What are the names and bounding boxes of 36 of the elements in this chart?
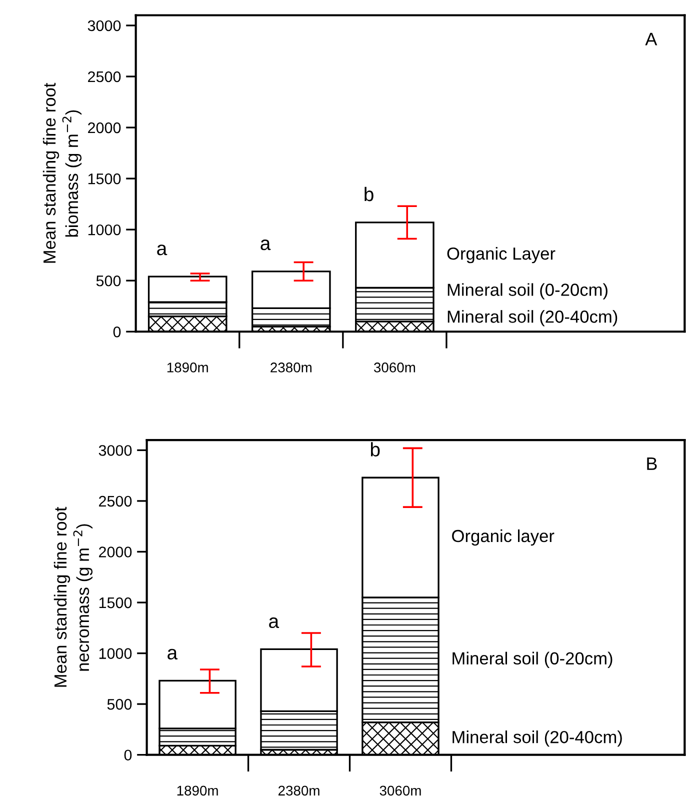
- text: A: [645, 32, 658, 46]
- annotation: b: [364, 186, 374, 202]
- y-tick-label: 2500: [88, 71, 121, 82]
- y-tick-label: 1500: [99, 597, 132, 608]
- y-tick-label: 0: [113, 326, 121, 338]
- x-tick-label: 1890m: [177, 786, 218, 796]
- series-label: Mineral soil (0-20cm): [452, 652, 612, 668]
- y-tick-label: 1000: [99, 648, 132, 659]
- y-tick-label: 2000: [88, 122, 121, 134]
- series-label: Mineral soil (20-40cm): [448, 310, 618, 326]
- annotation: a: [168, 648, 178, 660]
- series-label: Organic layer: [452, 529, 554, 546]
- y-tick-label: 1000: [88, 224, 121, 236]
- series-label: Mineral soil (20-40cm): [452, 730, 622, 747]
- y-axis-title: Mean standing fine root biomass (g m$^{−2}$): [42, 82, 82, 263]
- y-tick-label: 3000: [98, 445, 132, 456]
- y-tick-label: 2000: [99, 546, 132, 558]
- x-tick-label: 3060m: [380, 786, 421, 796]
- y-tick-label: 500: [107, 698, 132, 710]
- x-tick-label: 2380m: [278, 786, 320, 796]
- series-label: Organic Layer: [447, 247, 556, 264]
- x-tick-label: 3060m: [374, 362, 416, 372]
- x-tick-label: 1890m: [167, 362, 208, 372]
- annotation: a: [260, 240, 271, 250]
- y-tick-label: 3000: [88, 20, 121, 32]
- y-axis-title: Mean standing fine root necromass (g m$^{−2}$): [54, 506, 93, 687]
- y-tick-label: 500: [96, 275, 121, 286]
- y-tick-label: 1500: [88, 173, 121, 184]
- annotation: a: [157, 244, 168, 256]
- text: B: [647, 457, 657, 470]
- series-label: Mineral soil (0-20cm): [448, 283, 608, 300]
- annotation: b: [370, 442, 380, 456]
- y-tick-label: 0: [124, 750, 132, 761]
- y-tick-label: 2500: [99, 496, 132, 507]
- annotation: a: [269, 617, 280, 628]
- x-tick-label: 2380m: [270, 362, 312, 372]
